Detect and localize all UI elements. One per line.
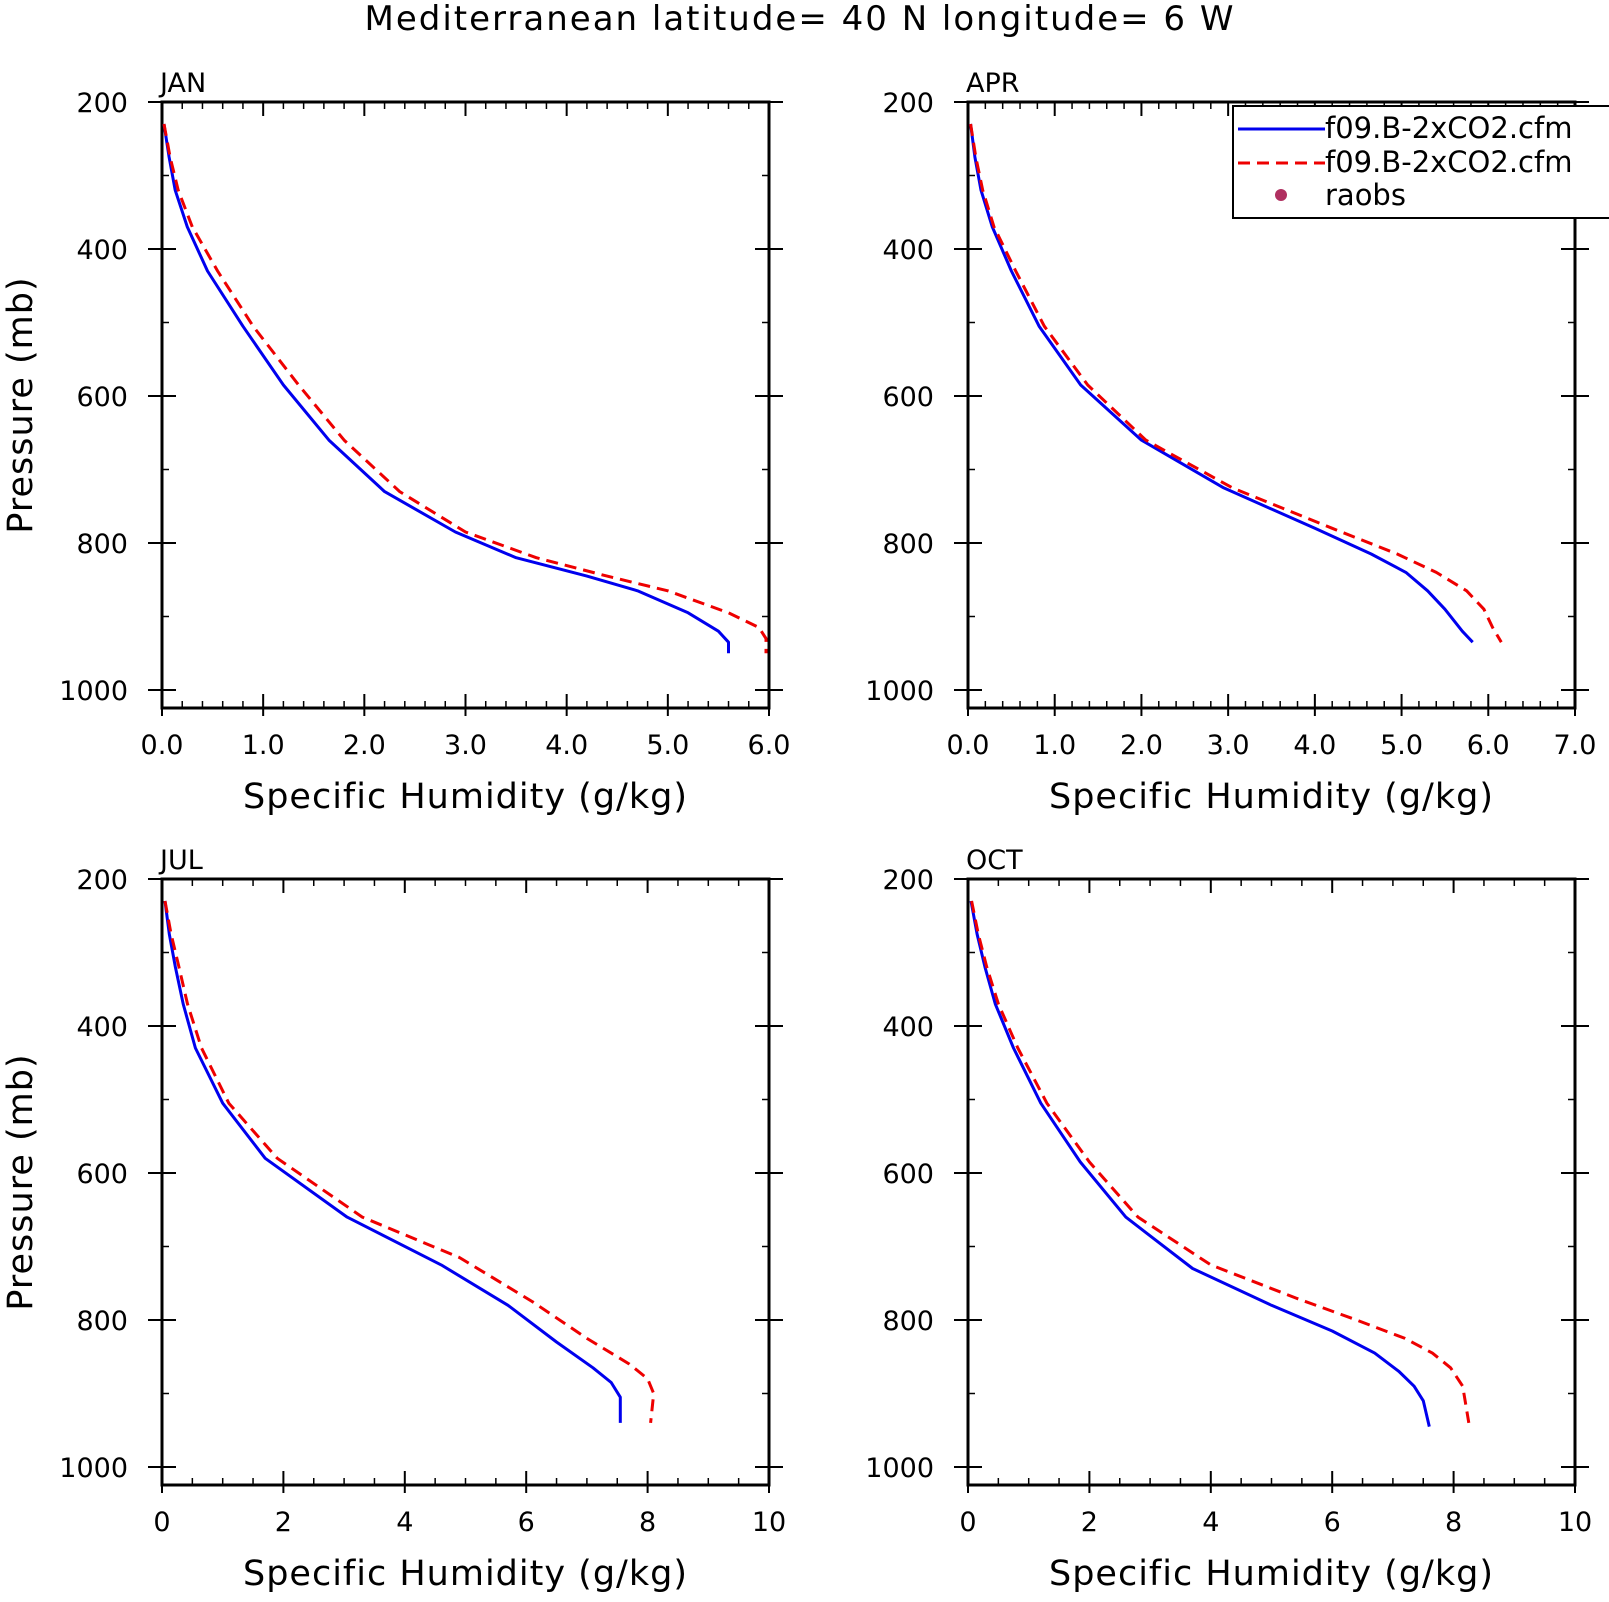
x-tick-label: 6 [1324, 1507, 1341, 1538]
panel-title: OCT [966, 845, 1023, 876]
y-tick-label: 600 [76, 382, 128, 413]
panel-title: JAN [158, 68, 206, 99]
legend-entry-2-label: f09.B-2xCO2.cfm [1325, 145, 1572, 179]
x-tick-label: 6.0 [748, 730, 791, 761]
x-tick-label: 2 [275, 1507, 292, 1538]
plot-frame [966, 877, 1577, 1487]
x-tick-label: 4.0 [1293, 730, 1336, 761]
y-tick-label: 200 [882, 88, 934, 119]
y-tick-label: 1000 [865, 1453, 934, 1484]
panel-apr: 0.0 1.0 2.0 3.0 4.0 5.0 6.0 7.0 200 400 600 800 1000… [865, 68, 1596, 817]
plot-frame [160, 877, 771, 1487]
x-tick-label: 2.0 [343, 730, 386, 761]
y-tick-label: 400 [76, 235, 128, 266]
x-tick-label: 0.0 [947, 730, 990, 761]
y-tick-label: 600 [882, 382, 934, 413]
y-tick-label: 200 [882, 865, 934, 896]
x-tick-label: 2.0 [1120, 730, 1163, 761]
series-line-solid [969, 900, 1431, 1427]
panel-jul: 0 2 4 6 8 10 200 400 600 800 1000 JUL Specific Humid… [1, 845, 786, 1594]
x-tick-label: 7.0 [1554, 730, 1597, 761]
plot-frame [160, 100, 771, 710]
y-tick-label: 200 [76, 865, 128, 896]
y-tick-label: 600 [76, 1159, 128, 1190]
x-tick-label: 0.0 [141, 730, 184, 761]
x-tick-label: 8 [1445, 1507, 1462, 1538]
x-axis-label: Specific Humidity (g/kg) [1049, 777, 1494, 817]
x-tick-label: 6.0 [1467, 730, 1510, 761]
y-tick-label: 400 [882, 235, 934, 266]
x-tick-label: 5.0 [1380, 730, 1423, 761]
legend-marker [1275, 189, 1287, 201]
x-tick-label: 6 [518, 1507, 535, 1538]
plot-frame [966, 100, 1577, 710]
panel-jan: 0.0 1.0 2.0 3.0 4.0 5.0 6.0 200 400 600 800 1000 JAN… [1, 68, 790, 817]
panel-title: JUL [158, 845, 203, 876]
x-tick-label: 4.0 [545, 730, 588, 761]
x-tick-label: 1.0 [242, 730, 285, 761]
x-tick-label: 10 [1558, 1507, 1592, 1538]
series-line-solid [162, 123, 730, 654]
series-line-dashed [969, 123, 1503, 643]
x-tick-label: 8 [639, 1507, 656, 1538]
series-line-solid [163, 900, 622, 1423]
y-tick-label: 200 [76, 88, 128, 119]
panel-title: APR [966, 68, 1020, 99]
series-line-dashed [970, 900, 1471, 1424]
x-axis-label: Specific Humidity (g/kg) [243, 1554, 688, 1594]
x-tick-label: 3.0 [444, 730, 487, 761]
x-tick-label: 10 [752, 1507, 786, 1538]
y-axis-label: Pressure (mb) [1, 276, 41, 533]
y-tick-label: 800 [882, 1306, 934, 1337]
series-line-dashed [163, 900, 656, 1424]
y-tick-label: 800 [882, 529, 934, 560]
y-tick-label: 800 [76, 1306, 128, 1337]
x-tick-label: 4 [1202, 1507, 1219, 1538]
panels: 0.0 1.0 2.0 3.0 4.0 5.0 6.02004006008001000JAN… [1, 68, 1596, 1594]
x-tick-label: 0 [959, 1507, 976, 1538]
legend-entry-3-label: raobs [1325, 178, 1406, 212]
figure-title: Mediterranean latitude= 40 N longitude= … [365, 0, 1236, 39]
y-tick-label: 1000 [865, 676, 934, 707]
x-tick-label: 2 [1081, 1507, 1098, 1538]
x-tick-label: 4 [396, 1507, 413, 1538]
series-line-dashed [162, 123, 768, 654]
series-line-solid [969, 123, 1474, 644]
x-axis-label: Specific Humidity (g/kg) [243, 777, 688, 817]
y-tick-label: 400 [882, 1012, 934, 1043]
legend-entry-1-label: f09.B-2xCO2.cfm [1325, 111, 1572, 145]
y-axis-label: Pressure (mb) [1, 1053, 41, 1310]
y-tick-label: 600 [882, 1159, 934, 1190]
legend: f09.B-2xCO2.cfm f09.B-2xCO2.cfm raobs [1232, 105, 1609, 219]
x-axis-label: Specific Humidity (g/kg) [1049, 1554, 1494, 1594]
x-tick-label: 3.0 [1207, 730, 1250, 761]
y-tick-label: 1000 [59, 676, 128, 707]
panel-oct: 0 2 4 6 8 10 200 400 600 800 1000 OCT Specific Humid… [865, 845, 1592, 1594]
x-tick-label: 5.0 [646, 730, 689, 761]
y-tick-label: 1000 [59, 1453, 128, 1484]
x-tick-label: 0 [153, 1507, 170, 1538]
y-tick-label: 400 [76, 1012, 128, 1043]
x-tick-label: 1.0 [1033, 730, 1076, 761]
y-tick-label: 800 [76, 529, 128, 560]
